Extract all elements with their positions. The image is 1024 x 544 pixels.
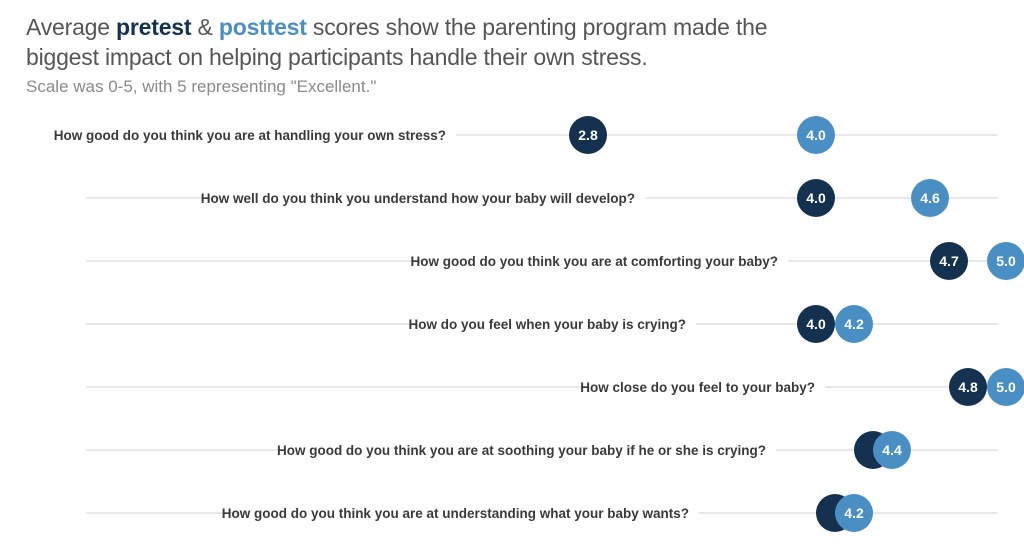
chart-row: How good do you think you are at handlin… [54,128,998,143]
posttest-value-label: 5.0 [996,379,1016,395]
chart-row: How good do you think you are at underst… [86,506,998,521]
chart-row: How close do you feel to your baby? [86,380,998,395]
chart-title: Average pretest & posttest scores show t… [26,12,806,72]
posttest-dot [987,368,1024,406]
title-pretest: pretest [116,14,192,40]
pretest-dot [949,368,987,406]
chart-row: How good do you think you are at comfort… [86,254,998,269]
title-pre: Average [26,14,117,40]
chart-subtitle: Scale was 0-5, with 5 representing "Exce… [26,77,377,96]
question-label: How good do you think you are at soothin… [277,443,766,458]
chart-row: How well do you think you understand how… [86,191,998,206]
question-label: How do you feel when your baby is crying… [408,317,686,332]
pretest-dot [569,116,607,154]
pretest-value-label: 4.7 [939,253,959,269]
posttest-value-label: 4.2 [844,316,864,332]
posttest-value-label: 4.6 [920,190,940,206]
posttest-dot [873,431,911,469]
posttest-dot [911,179,949,217]
pretest-value-label: 4.0 [806,190,826,206]
question-label: How well do you think you understand how… [201,191,635,206]
posttest-value-label: 4.4 [882,442,902,458]
posttest-dot [835,494,873,532]
posttest-dot [797,116,835,154]
title-rest: scores show the parenting program made t… [26,14,768,70]
pretest-value-label: 4.8 [958,379,978,395]
question-label: How close do you feel to your baby? [580,380,815,395]
question-label: How good do you think you are at underst… [222,506,689,521]
title-posttest: posttest [218,14,307,40]
pretest-dot [797,179,835,217]
title-amp: & [191,14,219,40]
pretest-value-label: 2.8 [578,127,598,143]
pretest-value-label: 4.0 [806,316,826,332]
posttest-dot [835,305,873,343]
question-label: How good do you think you are at comfort… [410,254,778,269]
pretest-dot [797,305,835,343]
pretest-dot [930,242,968,280]
posttest-value-label: 4.2 [844,505,864,521]
posttest-value-label: 4.0 [806,127,826,143]
posttest-dot [987,242,1024,280]
posttest-value-label: 5.0 [996,253,1016,269]
question-label: How good do you think you are at handlin… [54,128,446,143]
